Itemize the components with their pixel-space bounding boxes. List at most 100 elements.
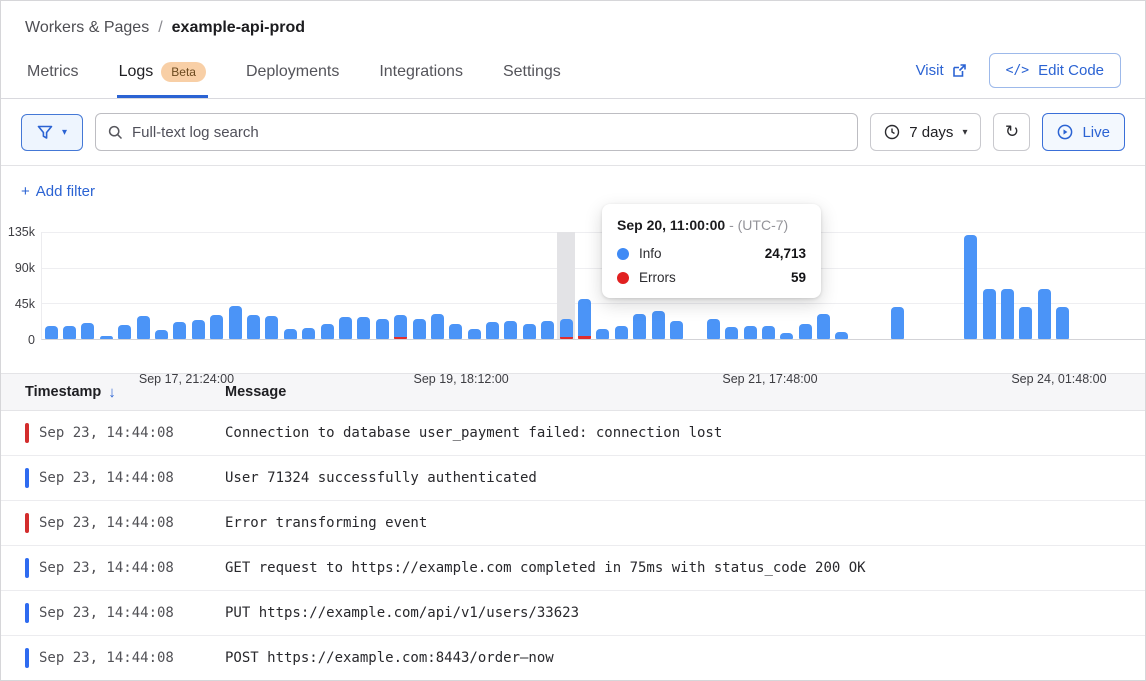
x-tick-label: Sep 21, 17:48:00 [722, 372, 818, 386]
edit-code-button[interactable]: </> Edit Code [988, 53, 1121, 88]
chart-bar-slot[interactable] [1109, 232, 1127, 339]
chart-bar-slot[interactable] [667, 232, 685, 339]
chart-bar-slot[interactable] [704, 232, 722, 339]
chart-bar-slot[interactable] [796, 232, 814, 339]
chart-bar-slot[interactable] [1017, 232, 1035, 339]
search-icon [108, 125, 123, 140]
timestamp-column-header[interactable]: Timestamp ↓ [25, 383, 116, 401]
visit-link[interactable]: Visit [916, 62, 967, 79]
breadcrumb: Workers & Pages / example-api-prod [25, 19, 1121, 37]
live-button[interactable]: Live [1042, 113, 1125, 151]
chart-bar-slot[interactable] [1035, 232, 1053, 339]
chart-bar-slot[interactable] [391, 232, 409, 339]
chart-bar-slot[interactable] [318, 232, 336, 339]
log-row[interactable]: Sep 23, 14:44:08 GET request to https://e… [1, 546, 1145, 591]
chart-bar-slot[interactable] [42, 232, 60, 339]
chart-bar-slot[interactable] [741, 232, 759, 339]
chart-bar-slot[interactable] [925, 232, 943, 339]
log-row[interactable]: Sep 23, 14:44:08 User 71324 successfully … [1, 456, 1145, 501]
chart-bar-slot[interactable] [1053, 232, 1071, 339]
chart-bar-slot[interactable] [759, 232, 777, 339]
chart-bar-slot[interactable] [502, 232, 520, 339]
chart-bar-slot[interactable] [520, 232, 538, 339]
time-range-value: 7 days [909, 123, 954, 141]
log-volume-bar [338, 316, 352, 339]
chart-bar-slot[interactable] [888, 232, 906, 339]
chart-bar-slot[interactable] [833, 232, 851, 339]
chart-bar-slot[interactable] [373, 232, 391, 339]
chart-bar-slot[interactable] [410, 232, 428, 339]
log-row[interactable]: Sep 23, 14:44:08 Error transforming event [1, 501, 1145, 546]
chart-bar-slot[interactable] [79, 232, 97, 339]
chart-bar-slot[interactable] [447, 232, 465, 339]
log-volume-bar [320, 323, 334, 339]
chart-bar-slot[interactable] [1127, 232, 1145, 339]
tooltip-errors-value: 59 [790, 270, 806, 285]
tab-logs[interactable]: Logs Beta [116, 56, 208, 98]
chart-bar-slot[interactable] [428, 232, 446, 339]
chart-bar-slot[interactable] [631, 232, 649, 339]
chart-bar-slot[interactable] [594, 232, 612, 339]
info-dot-icon [617, 247, 629, 260]
chart-bar-slot[interactable] [649, 232, 667, 339]
log-volume-bar [302, 327, 316, 339]
tab-settings[interactable]: Settings [502, 63, 561, 80]
chart-bar-slot[interactable] [870, 232, 888, 339]
chart-bar-slot[interactable] [465, 232, 483, 339]
tab-deployments[interactable]: Deployments [245, 63, 340, 80]
log-volume-bar [63, 326, 77, 339]
log-row[interactable]: Sep 23, 14:44:08 POST https://example.com… [1, 636, 1145, 680]
chart-bar-slot[interactable] [906, 232, 924, 339]
chart-bar-slot[interactable] [1090, 232, 1108, 339]
chart-bar-slot[interactable] [483, 232, 501, 339]
chart-bar-slot[interactable] [1072, 232, 1090, 339]
log-row[interactable]: Sep 23, 14:44:08 Connection to database u… [1, 411, 1145, 456]
chart-bar-slot[interactable] [851, 232, 869, 339]
chart-bar-slot[interactable] [208, 232, 226, 339]
log-volume-bar [265, 315, 279, 339]
log-row[interactable]: Sep 23, 14:44:08 PUT https://example.com/… [1, 591, 1145, 636]
chart-bar-slot[interactable] [171, 232, 189, 339]
chart-bar-slot[interactable] [722, 232, 740, 339]
chart-bar-slot[interactable] [612, 232, 630, 339]
chart-bar-slot[interactable] [281, 232, 299, 339]
chart-bar-slot[interactable] [152, 232, 170, 339]
chart-bar-slot[interactable] [134, 232, 152, 339]
refresh-button[interactable]: ↻ [993, 113, 1031, 151]
chart-bar-slot[interactable] [943, 232, 961, 339]
tab-metrics[interactable]: Metrics [27, 63, 79, 80]
chart-bar-slot[interactable] [336, 232, 354, 339]
tab-integrations[interactable]: Integrations [379, 63, 463, 80]
message-column-header[interactable]: Message [225, 384, 287, 400]
search-input[interactable] [132, 123, 846, 141]
chart-bar-slot[interactable] [539, 232, 557, 339]
tooltip-errors-row: Errors 59 [617, 270, 806, 285]
add-filter-button[interactable]: + Add filter [21, 183, 95, 200]
chart-bar-slot[interactable] [97, 232, 115, 339]
chart-bar-slot[interactable] [962, 232, 980, 339]
chart-bar-slot[interactable] [116, 232, 134, 339]
time-range-button[interactable]: 7 days ▾ [870, 113, 982, 151]
chart-bar-slot[interactable] [355, 232, 373, 339]
filter-menu-button[interactable]: ▾ [21, 113, 83, 151]
chart-bar-slot[interactable] [778, 232, 796, 339]
chart-bar-slot[interactable] [226, 232, 244, 339]
chart-bar-slot[interactable] [60, 232, 78, 339]
chart-bar-slot[interactable] [556, 232, 576, 339]
error-segment [578, 336, 592, 339]
log-volume-bar [412, 319, 426, 339]
search-box [95, 113, 859, 151]
chart-bar-slot[interactable] [980, 232, 998, 339]
breadcrumb-section[interactable]: Workers & Pages [25, 19, 150, 36]
log-timestamp: Sep 23, 14:44:08 [39, 515, 174, 531]
log-volume-bar [246, 315, 260, 339]
chart-bar-slot[interactable] [814, 232, 832, 339]
chart-bar-slot[interactable] [189, 232, 207, 339]
chart-bar-slot[interactable] [575, 232, 593, 339]
log-message: GET request to https://example.com compl… [225, 560, 866, 576]
chart-bar-slot[interactable] [299, 232, 317, 339]
chart-bar-slot[interactable] [263, 232, 281, 339]
chart-bar-slot[interactable] [244, 232, 262, 339]
chart-bar-slot[interactable] [998, 232, 1016, 339]
